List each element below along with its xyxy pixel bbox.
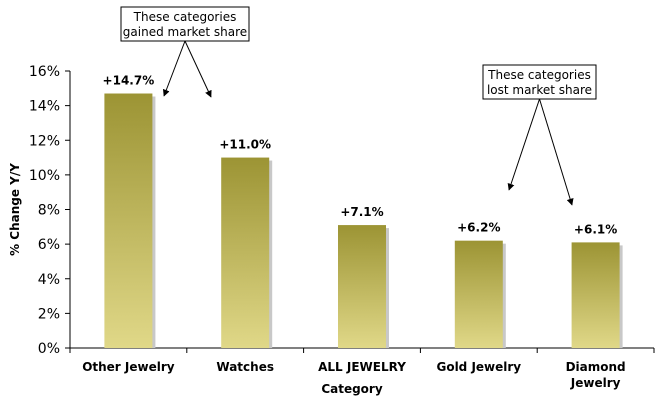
- y-tick-label: 0%: [38, 341, 60, 357]
- annotation-text: gained market share: [123, 25, 247, 39]
- bar: [104, 93, 153, 348]
- data-label: +7.1%: [340, 205, 383, 219]
- y-tick-label: 2%: [38, 306, 60, 322]
- data-label: +14.7%: [103, 74, 155, 88]
- annotation-arrow: [162, 40, 186, 97]
- bar: [571, 242, 620, 348]
- x-tick-label: Gold Jewelry: [436, 360, 521, 374]
- annotation-box: [482, 64, 597, 100]
- annotation-arrow: [507, 98, 540, 191]
- annotation-arrow: [539, 98, 574, 206]
- data-label: +11.0%: [219, 138, 271, 152]
- x-tick-label: Other Jewelry: [82, 360, 175, 374]
- y-tick-label: 4%: [38, 272, 60, 288]
- annotation-text: These categories: [133, 10, 237, 24]
- x-tick-label: Jewelry: [570, 376, 621, 390]
- data-label: +6.1%: [574, 222, 617, 236]
- y-axis-title: % Change Y/Y: [8, 163, 22, 256]
- annotation-box: [120, 6, 250, 42]
- annotation-text: lost market share: [487, 83, 592, 97]
- annotation-text: These categories: [487, 68, 591, 82]
- bar: [338, 225, 386, 348]
- y-tick-label: 16%: [29, 64, 60, 80]
- data-label: +6.2%: [457, 221, 500, 235]
- y-tick-label: 10%: [29, 168, 60, 184]
- x-tick-label: Diamond: [566, 360, 626, 374]
- x-axis-title: Category: [321, 382, 383, 396]
- bar: [454, 240, 503, 348]
- y-tick-label: 8%: [38, 203, 60, 219]
- annotation-arrow: [184, 40, 212, 98]
- y-tick-label: 14%: [29, 99, 60, 115]
- x-tick-label: ALL JEWELRY: [318, 360, 406, 374]
- x-tick-label: Watches: [216, 360, 274, 374]
- y-tick-label: 6%: [38, 237, 60, 253]
- bar: [221, 157, 270, 348]
- y-tick-label: 12%: [29, 133, 60, 149]
